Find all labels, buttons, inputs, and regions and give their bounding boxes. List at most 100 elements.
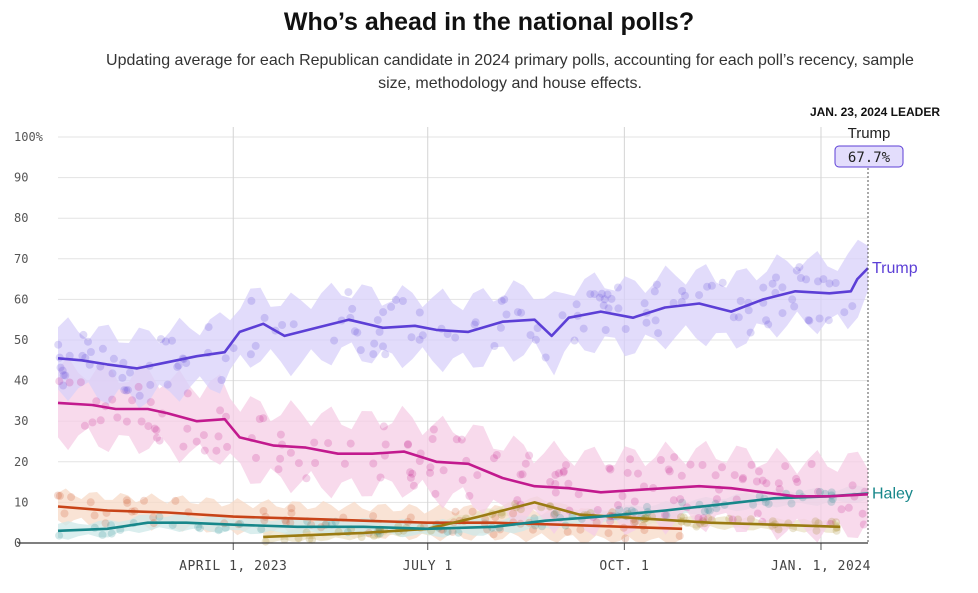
poll-dot-trump (678, 287, 687, 295)
poll-dot-trump (681, 291, 689, 300)
poll-dot-pence (287, 509, 296, 518)
poll-dot-trump (541, 353, 550, 362)
poll-dot-trump (161, 337, 170, 346)
poll-dot-trump (470, 320, 479, 329)
poll-dot-pence (286, 518, 295, 527)
poll-dot-ramaswamy (725, 514, 734, 523)
poll-dot-desantis (656, 456, 665, 464)
poll-dot-desantis (276, 430, 285, 439)
poll-dot-desantis (144, 422, 153, 431)
poll-dot-trump (415, 308, 424, 317)
poll-dot-pence (491, 513, 500, 522)
poll-dot-desantis (146, 398, 155, 407)
poll-dot-haley (678, 498, 687, 507)
poll-dot-pence (621, 534, 630, 543)
poll-dot-trump (379, 342, 387, 351)
poll-dot-trump (344, 288, 353, 297)
poll-dot-haley (700, 507, 709, 516)
poll-dot-desantis (718, 463, 726, 472)
poll-dot-ramaswamy (370, 531, 378, 540)
poll-dot-trump (61, 371, 70, 380)
poll-dot-trump (122, 386, 131, 395)
poll-dot-trump (418, 331, 427, 340)
poll-dot-desantis (711, 471, 720, 480)
poll-dot-desantis (406, 473, 415, 482)
poll-dot-trump (768, 279, 777, 288)
poll-dot-pence (481, 515, 490, 524)
poll-dot-trump (496, 323, 505, 332)
y-tick-label: 20 (14, 455, 28, 469)
poll-dot-desantis (340, 459, 349, 468)
leader-annotation: JAN. 23, 2024 LEADER Trump 67.7% (810, 105, 940, 168)
poll-dot-desantis (183, 424, 192, 433)
poll-dot-haley (827, 488, 836, 497)
poll-dot-trump (391, 295, 400, 304)
poll-dot-desantis (699, 514, 708, 523)
poll-dot-desantis (634, 469, 642, 478)
poll-dot-trump (651, 316, 660, 325)
poll-dot-desantis (406, 468, 415, 477)
poll-dot-desantis (664, 465, 673, 474)
poll-dot-trump (415, 335, 424, 344)
leader-value: 67.7% (848, 150, 891, 166)
poll-dot-trump (729, 313, 738, 322)
poll-dot-trump (788, 295, 797, 304)
poll-dot-desantis (546, 478, 555, 486)
poll-dot-haley (643, 502, 651, 511)
poll-dot-desantis (630, 497, 639, 506)
poll-dot-desantis (753, 509, 762, 518)
poll-dot-desantis (457, 435, 466, 444)
poll-dot-desantis (554, 469, 563, 478)
chart-subtitle: Updating average for each Republican can… (106, 52, 914, 92)
chart-title: Who’s ahead in the national polls? (283, 8, 695, 36)
poll-dot-trump (369, 350, 378, 359)
poll-dot-desantis (276, 454, 285, 463)
poll-dot-trump (831, 279, 840, 287)
poll-dot-desantis (199, 431, 208, 440)
poll-dot-trump (289, 320, 298, 329)
poll-dot-trump (526, 331, 535, 340)
poll-dot-trump (500, 295, 509, 304)
poll-dot-trump (652, 280, 661, 289)
poll-dot-haley (705, 506, 714, 515)
poll-dot-trump (65, 351, 74, 360)
poll-dot-trump (586, 290, 595, 299)
poll-dot-desantis (593, 506, 602, 514)
axes: 100% 90 80 70 60 50 40 30 20 10 0 APRIL 1, 2023 JULY… (14, 130, 918, 574)
poll-dot-desantis (409, 481, 418, 490)
poll-dot-trump (84, 337, 92, 346)
poll-dot-ramaswamy (704, 514, 713, 523)
line-pence (57, 505, 683, 531)
poll-dot-trump (595, 293, 604, 302)
poll-dot-haley (107, 529, 116, 538)
poll-dot-pence (468, 507, 477, 516)
poll-dot-trump (168, 336, 176, 345)
poll-dot-haley (755, 492, 764, 501)
poll-dot-trump (157, 335, 165, 344)
poll-dot-desantis (781, 462, 790, 471)
poll-dot-trump (804, 316, 813, 325)
poll-dot-trump (490, 342, 499, 350)
poll-dot-desantis (513, 496, 522, 505)
x-tick-label: JULY 1 (403, 559, 453, 574)
poll-dot-desantis (518, 470, 527, 479)
poll-dot-trump (792, 266, 801, 275)
poll-dot-desantis (212, 446, 221, 455)
poll-dot-trump (824, 316, 833, 325)
poll-dot-trump (819, 275, 828, 284)
poll-dot-trump (746, 328, 755, 337)
poll-dot-desantis (458, 476, 467, 485)
poll-dot-desantis (814, 487, 822, 496)
poll-dot-pence (550, 510, 558, 519)
poll-dot-trump (790, 302, 799, 311)
poll-dot-desantis (403, 440, 412, 449)
poll-dot-trump (778, 283, 787, 292)
poll-dot-haley (827, 497, 836, 506)
poll-dot-ramaswamy (308, 535, 317, 544)
poll-dot-desantis (311, 459, 320, 467)
poll-dot-desantis (108, 395, 117, 404)
poll-dot-haley (787, 499, 796, 508)
y-tick-label: 30 (14, 414, 28, 428)
poll-dot-trump (604, 304, 613, 313)
poll-dot-trump (772, 273, 780, 282)
